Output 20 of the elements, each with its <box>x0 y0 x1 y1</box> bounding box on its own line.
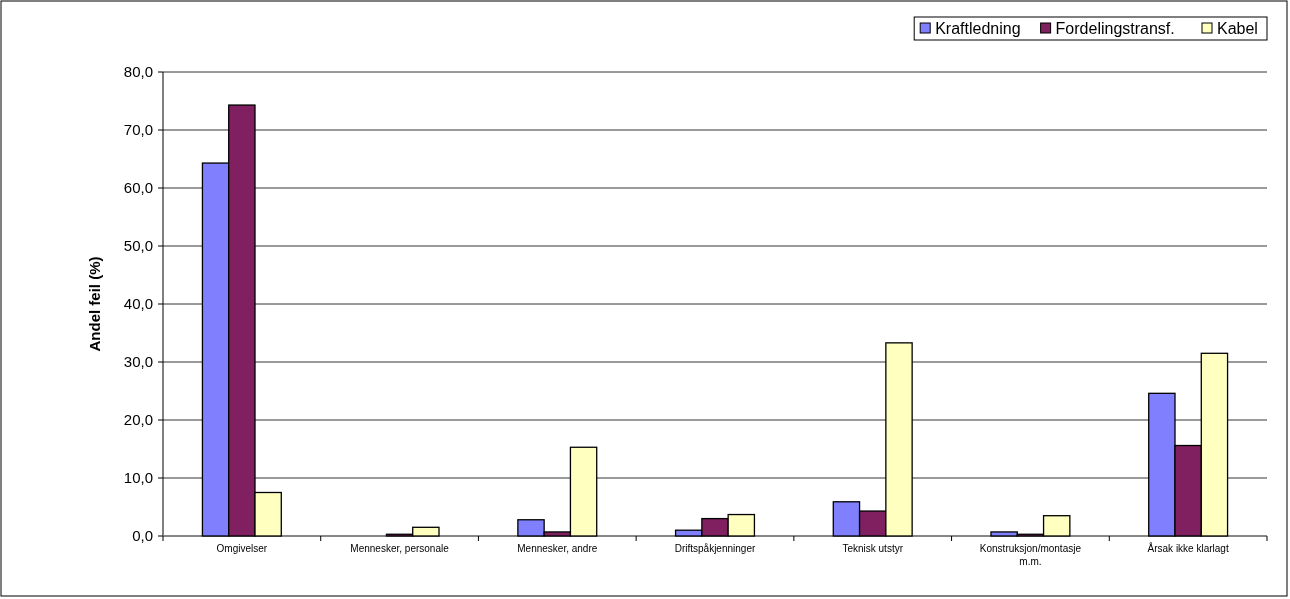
x-tick-label: Mennesker, personale <box>350 543 450 554</box>
legend-label: Fordelingstransf. <box>1055 19 1175 37</box>
x-tick-label: Konstruksjon/montasje m.m. <box>979 543 1082 567</box>
legend-label: Kabel <box>1217 19 1258 37</box>
y-axis-title: Andel feil (%) <box>86 256 103 352</box>
y-tick-label: 10,0 <box>123 469 153 487</box>
y-tick-label: 40,0 <box>123 295 153 313</box>
x-tick-label: Teknisk utstyr <box>842 543 904 554</box>
y-tick-label: 20,0 <box>123 411 153 429</box>
y-tick-label: 0,0 <box>132 527 153 545</box>
x-tick-label: Omgivelser <box>216 543 268 554</box>
y-tick-label: 50,0 <box>123 237 153 255</box>
x-tick-label: Årsak ikke klarlagt <box>1147 542 1229 554</box>
x-tick-label: Mennesker, andre <box>517 543 598 554</box>
y-tick-label: 30,0 <box>123 353 153 371</box>
y-tick-label: 80,0 <box>123 63 153 81</box>
y-tick-label: 70,0 <box>123 121 153 139</box>
y-tick-label: 60,0 <box>123 179 153 197</box>
legend-label: Kraftledning <box>935 19 1021 37</box>
x-tick-label: Driftspåkjenninger <box>674 543 756 554</box>
